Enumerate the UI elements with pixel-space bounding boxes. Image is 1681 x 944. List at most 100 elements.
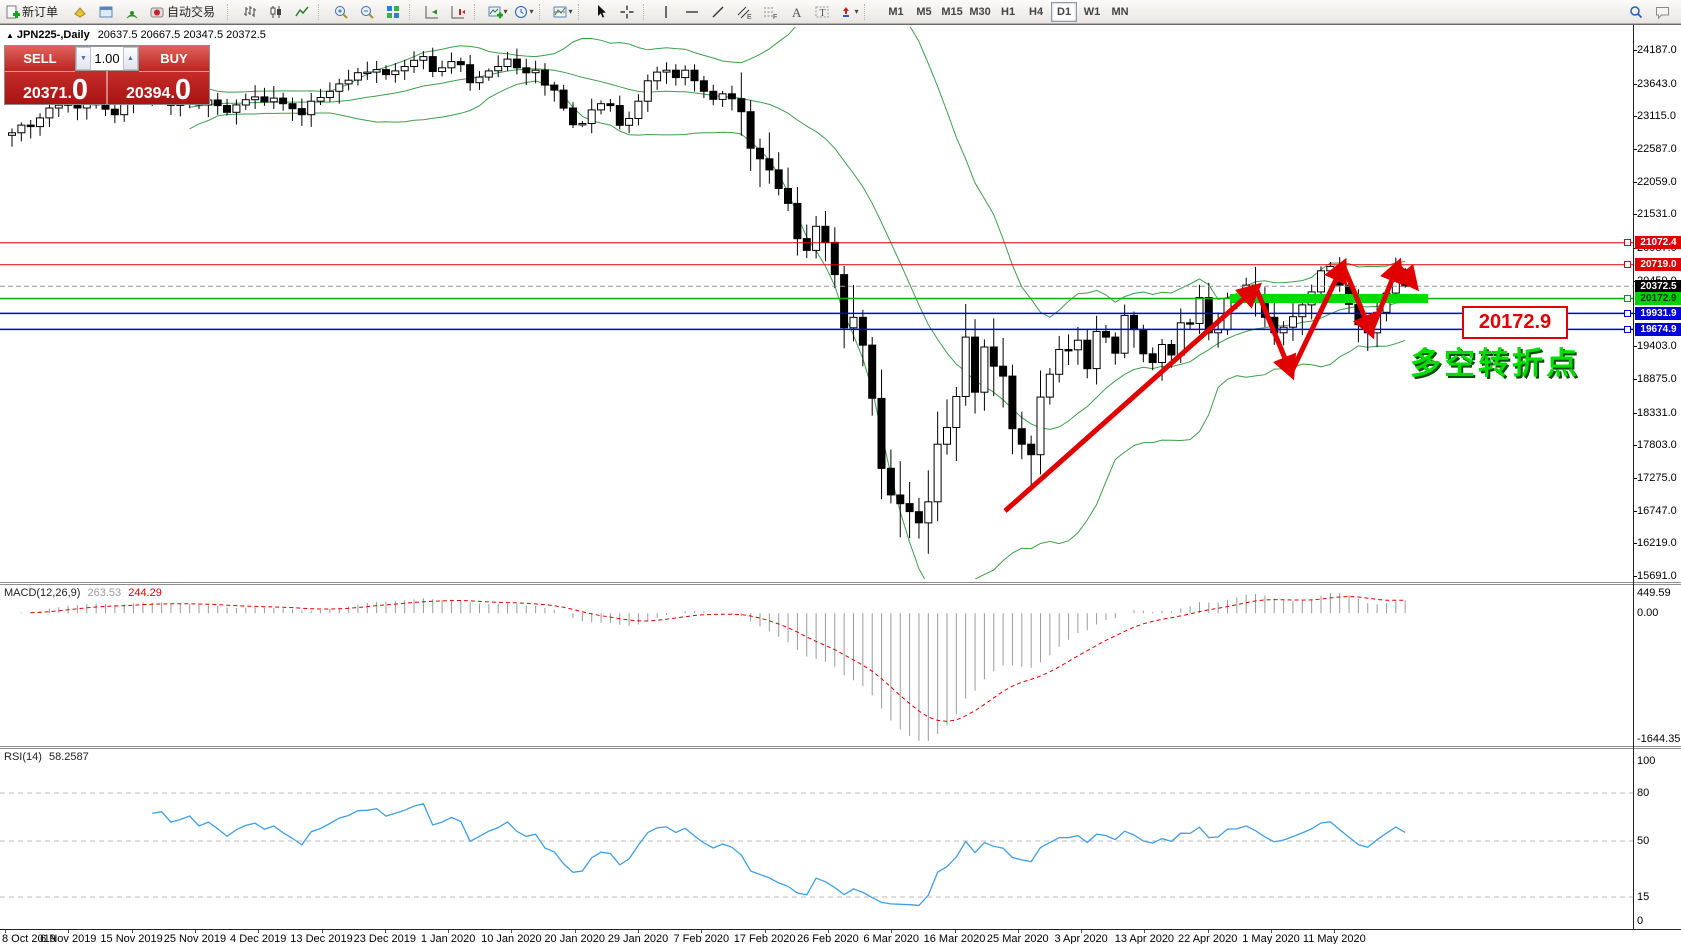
buy-price-main: 20394 xyxy=(125,85,171,102)
panel-splitter[interactable] xyxy=(0,582,1681,583)
timeframe-h4[interactable]: H4 xyxy=(1029,5,1044,18)
ray-anchor-marker[interactable] xyxy=(1624,325,1631,333)
date-label: 15 Nov 2019 xyxy=(100,933,163,944)
search-button[interactable] xyxy=(1623,1,1649,23)
rsi-value: 58.2587 xyxy=(48,751,89,763)
timeframe-m1[interactable]: M1 xyxy=(888,5,904,18)
svg-text:A: A xyxy=(792,5,802,20)
symbol-name: JPN225-,Daily xyxy=(16,29,90,41)
date-label: 23 Dec 2019 xyxy=(353,933,416,944)
price-tick-mark xyxy=(1633,83,1637,85)
candlestick-button[interactable] xyxy=(263,1,289,23)
timeframe-h1[interactable]: H1 xyxy=(1001,5,1016,18)
price-tick-mark xyxy=(1633,543,1637,545)
equidistant-channel-button[interactable]: E xyxy=(731,1,757,23)
toolbar-separator xyxy=(409,3,416,20)
text-label-button[interactable]: T xyxy=(809,1,835,23)
date-tick-mark xyxy=(1144,929,1146,933)
search-icon xyxy=(1630,5,1643,18)
timeframe-d1[interactable]: D1 xyxy=(1051,1,1078,22)
zoom-in-button[interactable] xyxy=(328,1,354,23)
date-label: 7 Feb 2020 xyxy=(673,933,730,944)
date-tick-mark xyxy=(194,929,196,933)
date-label: 17 Feb 2020 xyxy=(733,933,796,944)
macd-axis-label: 449.59 xyxy=(1637,587,1671,599)
new-chart-button[interactable]: ▾ xyxy=(484,1,510,23)
date-label: 6 Nov 2019 xyxy=(40,933,97,944)
zoom-out-button[interactable] xyxy=(354,1,380,23)
panel-splitter[interactable] xyxy=(0,584,1681,585)
zoom-in-icon xyxy=(335,5,348,19)
new-chart-icon xyxy=(488,6,503,18)
crosshair-button[interactable] xyxy=(614,1,640,23)
toolbar-separator xyxy=(864,3,871,20)
ray-anchor-marker[interactable] xyxy=(1624,239,1631,247)
toolbar-separator xyxy=(539,3,546,20)
zoom-out-icon xyxy=(361,5,374,19)
horizontal-line-button[interactable] xyxy=(679,1,705,23)
main-toolbar: 新订单 自动交易 ▾ ▾ ▾ E F A T ▾ xyxy=(0,0,1681,24)
autotrading-icon xyxy=(150,7,164,17)
chart-window[interactable]: ▲ JPN225-,Daily 20637.5 20667.5 20347.5 20… xyxy=(0,24,1681,944)
arrows-button[interactable]: ▾ xyxy=(835,1,861,23)
window-collapse-icon[interactable]: ▲ xyxy=(6,31,14,40)
ray-anchor-marker[interactable] xyxy=(1624,295,1631,303)
cursor-button[interactable] xyxy=(588,1,614,23)
data-window-button[interactable] xyxy=(93,1,119,23)
trendline-button[interactable] xyxy=(705,1,731,23)
template-button[interactable]: ▾ xyxy=(549,1,575,23)
turning-point-annotation[interactable]: 多空转折点 xyxy=(1410,338,1580,383)
data-window-icon xyxy=(99,6,113,17)
market-watch-button[interactable] xyxy=(67,1,93,23)
svg-text:T: T xyxy=(820,8,826,19)
tile-windows-button[interactable] xyxy=(380,1,406,23)
panel-splitter[interactable] xyxy=(0,748,1681,749)
price-tag-annotation[interactable]: 20172.9 xyxy=(1462,306,1568,339)
sell-button[interactable]: SELL xyxy=(5,46,75,72)
text-button[interactable]: A xyxy=(783,1,809,23)
price-badge: 20172.9 xyxy=(1635,292,1681,306)
date-tick-mark xyxy=(511,929,513,933)
rsi-name: RSI(14) xyxy=(4,751,42,763)
date-label: 16 Mar 2020 xyxy=(923,933,986,944)
signal-icon xyxy=(126,10,138,18)
volume-decrease-button[interactable]: ▼ xyxy=(76,47,91,70)
volume-increase-button[interactable]: ▲ xyxy=(123,47,138,70)
ray-anchor-marker[interactable] xyxy=(1624,309,1631,317)
volume-value[interactable]: 1.00 xyxy=(94,51,120,66)
bar-chart-button[interactable] xyxy=(237,1,263,23)
chevron-down-icon: ▾ xyxy=(854,7,859,16)
ray-anchor-marker[interactable] xyxy=(1624,261,1631,269)
chart-shift-button[interactable] xyxy=(445,1,471,23)
buy-price[interactable]: 20394. 0 xyxy=(108,71,209,105)
price-tick: 24187.0 xyxy=(1637,44,1677,56)
panel-splitter[interactable] xyxy=(0,746,1681,747)
profiles-button[interactable]: ▾ xyxy=(510,1,536,23)
chat-button[interactable] xyxy=(1649,1,1675,23)
signals-button[interactable] xyxy=(119,1,145,23)
chart-plot-area[interactable] xyxy=(0,25,1681,944)
new-order-button[interactable]: 新订单 xyxy=(0,1,67,23)
price-tick: 16219.0 xyxy=(1637,537,1677,550)
macd-axis-label: 0.00 xyxy=(1637,607,1659,620)
price-badge: 20719.0 xyxy=(1635,258,1681,272)
buy-button[interactable]: BUY xyxy=(139,46,209,72)
line-chart-button[interactable] xyxy=(289,1,315,23)
trendline-icon xyxy=(712,6,724,17)
price-tick: 16747.0 xyxy=(1637,504,1677,517)
fibonacci-button[interactable]: F xyxy=(757,1,783,23)
auto-scroll-button[interactable] xyxy=(419,1,445,23)
sell-price[interactable]: 20371. 0 xyxy=(5,71,106,105)
turning-point-text: 多空转折点 xyxy=(1410,346,1580,381)
date-label: 10 Jan 2020 xyxy=(481,933,542,944)
template-icon xyxy=(553,6,567,17)
timeframe-mn[interactable]: MN xyxy=(1111,5,1129,18)
timeframe-m15[interactable]: M15 xyxy=(941,5,963,18)
macd-name: MACD(12,26,9) xyxy=(4,587,81,599)
timeframe-m30[interactable]: M30 xyxy=(969,5,991,18)
timeframe-w1[interactable]: W1 xyxy=(1083,5,1101,18)
vertical-line-button[interactable] xyxy=(653,1,679,23)
timeframe-m5[interactable]: M5 xyxy=(916,5,932,18)
autotrading-button[interactable]: 自动交易 xyxy=(145,1,224,23)
